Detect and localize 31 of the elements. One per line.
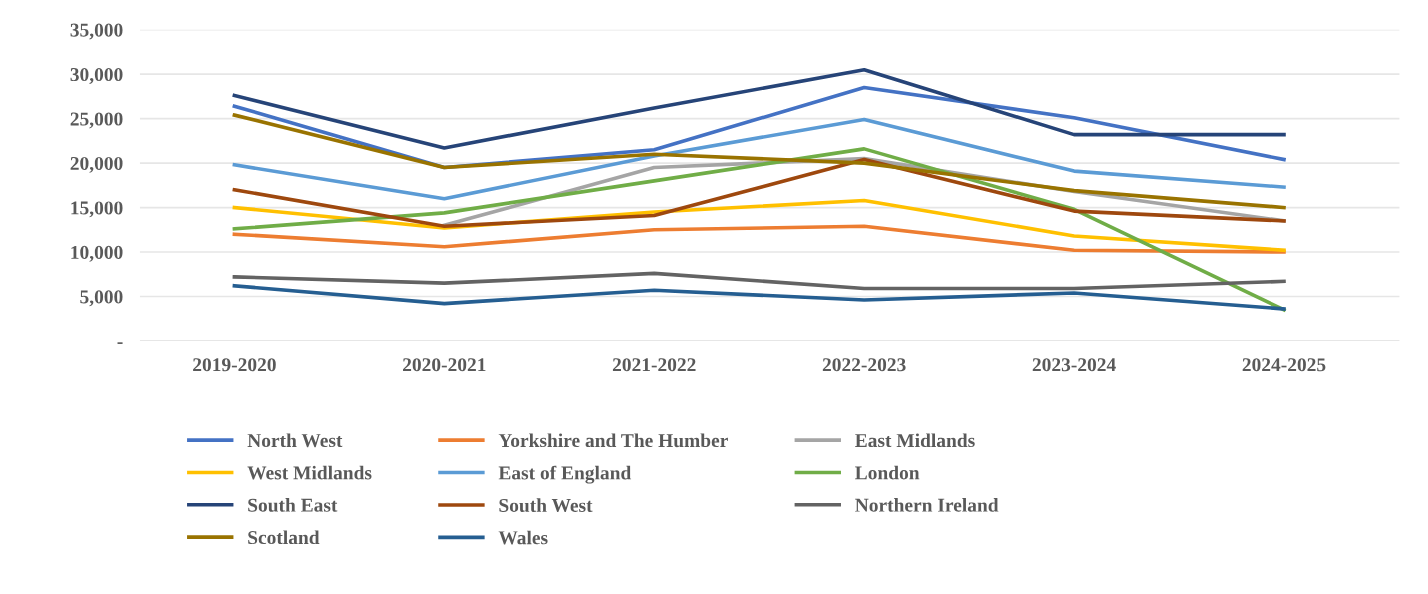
x-tick-label: 2020-2021 <box>403 358 486 372</box>
legend-label: London <box>855 465 920 480</box>
y-tick-label: 5,000 <box>80 290 123 307</box>
y-tick-label: 35,000 <box>70 23 123 40</box>
y-tick-label: 10,000 <box>71 245 123 262</box>
x-tick-label: 2021-2022 <box>612 358 696 372</box>
legend-label: East of England <box>498 465 632 484</box>
legend-label: Yorkshire and The Humber <box>498 433 728 448</box>
line-series <box>232 147 1286 312</box>
line-series <box>232 157 1286 229</box>
line-series <box>232 284 1286 311</box>
legend-label: Scotland <box>248 530 320 545</box>
legend-label: Wales <box>498 530 548 545</box>
y-tick-label: 30,000 <box>70 67 123 84</box>
y-tick-label: 15,000 <box>71 201 123 218</box>
x-tick-label: 2023-2024 <box>1032 358 1116 372</box>
legend-label: East Midlands <box>855 433 975 448</box>
legend-label: South West <box>499 498 593 513</box>
x-tick-label: 2022-2023 <box>822 358 906 372</box>
y-tick-label: - <box>117 342 123 344</box>
x-tick-label: 2024-2025 <box>1242 358 1326 372</box>
y-tick-label: 25,000 <box>70 112 123 129</box>
legend-label: North West <box>247 433 343 448</box>
legend-label: South East <box>248 498 338 512</box>
line-series <box>232 67 1286 150</box>
line-series <box>232 271 1286 291</box>
legend-label: Northern Ireland <box>855 498 999 512</box>
y-tick-label: 20,000 <box>70 156 123 173</box>
legend-label: West Midlands <box>247 465 372 480</box>
line-series <box>232 224 1286 254</box>
x-tick-label: 2019-2020 <box>193 358 276 372</box>
